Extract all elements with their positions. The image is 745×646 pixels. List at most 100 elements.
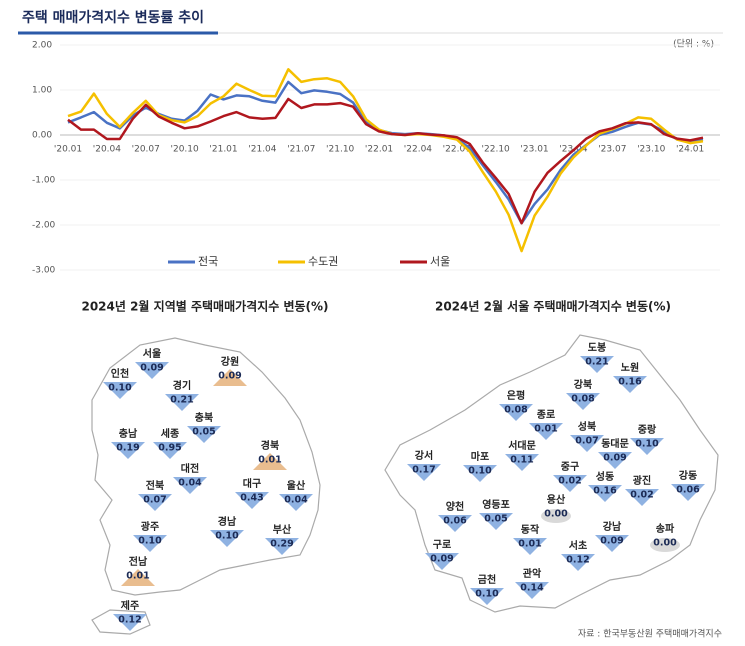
region-value: 0.43 xyxy=(240,493,263,504)
region-value: 0.16 xyxy=(618,377,642,388)
trend-marker xyxy=(650,538,680,552)
x-tick-label: '23.10 xyxy=(637,145,666,155)
region-name: 성동 xyxy=(596,470,614,483)
region-name: 금천 xyxy=(478,573,496,586)
trend-marker xyxy=(265,538,299,555)
region-value: 0.07 xyxy=(575,436,598,447)
region-name: 강북 xyxy=(574,378,592,391)
region-name: 송파 xyxy=(656,522,675,535)
x-tick-label: '21.04 xyxy=(248,145,277,155)
region-value: 0.05 xyxy=(192,427,215,438)
x-tick-label: '21.01 xyxy=(209,145,237,155)
y-tick-label: -3.00 xyxy=(32,266,56,276)
x-tick-label: '22.10 xyxy=(482,145,511,155)
legend-label: 수도권 xyxy=(308,255,338,268)
region-name: 대전 xyxy=(181,462,199,475)
region-name: 은평 xyxy=(507,389,525,402)
region-value: 0.04 xyxy=(284,495,308,506)
region-value: 0.11 xyxy=(510,455,533,466)
trend-marker xyxy=(138,494,172,511)
region-name: 서울 xyxy=(143,347,161,360)
legend-label: 전국 xyxy=(198,255,218,268)
x-tick-label: '23.01 xyxy=(520,145,548,155)
trend-marker xyxy=(463,465,497,482)
trend-marker xyxy=(553,475,587,492)
region-value: 0.17 xyxy=(412,465,435,476)
region-value: 0.06 xyxy=(443,516,467,527)
trend-marker xyxy=(613,376,647,393)
trend-marker xyxy=(588,485,622,502)
region-value: 0.09 xyxy=(430,554,453,565)
trend-marker xyxy=(253,453,287,470)
region-name: 도봉 xyxy=(588,342,606,354)
trend-marker xyxy=(213,369,247,386)
region-name: 광진 xyxy=(633,474,651,487)
region-value: 0.09 xyxy=(603,453,626,464)
trend-marker xyxy=(187,426,221,443)
region-value: 0.08 xyxy=(571,394,595,405)
line-series xyxy=(67,68,704,253)
legend-label: 서울 xyxy=(430,255,450,268)
region-name: 인천 xyxy=(111,367,129,380)
region-name: 관악 xyxy=(523,567,542,580)
y-tick-label: 1.00 xyxy=(32,86,52,96)
region-name: 영등포 xyxy=(482,498,510,511)
region-value: 0.10 xyxy=(475,589,499,600)
trend-marker xyxy=(580,356,614,373)
trend-marker xyxy=(133,535,167,552)
region-name: 강서 xyxy=(415,449,433,462)
region-value: 0.01 xyxy=(518,539,541,550)
trend-marker xyxy=(479,513,513,530)
region-value: 0.06 xyxy=(676,485,700,496)
trend-marker xyxy=(515,582,549,599)
trend-marker xyxy=(513,538,547,555)
region-name: 중랑 xyxy=(638,424,657,436)
trend-marker xyxy=(103,382,137,399)
trend-marker xyxy=(407,464,441,481)
region-name: 경남 xyxy=(218,515,237,528)
trend-marker xyxy=(165,394,199,411)
trend-marker xyxy=(566,393,600,410)
region-value: 0.05 xyxy=(484,514,507,525)
region-value: 0.10 xyxy=(468,466,492,477)
region-value: 0.10 xyxy=(138,536,162,547)
region-name: 부산 xyxy=(273,523,292,536)
trend-marker xyxy=(111,442,145,459)
region-value: 0.00 xyxy=(544,509,568,520)
trend-marker xyxy=(235,492,269,509)
region-name: 용산 xyxy=(547,493,566,506)
y-tick-label: -1.00 xyxy=(32,176,56,186)
region-value: 0.02 xyxy=(630,490,653,501)
region-value: 0.95 xyxy=(158,443,181,454)
trend-marker xyxy=(595,535,629,552)
region-name: 세종 xyxy=(161,427,179,440)
trend-marker xyxy=(505,454,539,471)
region-value: 0.12 xyxy=(566,555,589,566)
region-value: 0.00 xyxy=(653,538,677,549)
x-tick-label: '22.07 xyxy=(443,145,471,155)
x-tick-label: '21.07 xyxy=(287,145,315,155)
region-value: 0.29 xyxy=(270,539,293,550)
x-tick-label: '20.01 xyxy=(54,145,82,155)
region-name: 종로 xyxy=(537,409,555,421)
region-name: 강동 xyxy=(679,469,697,482)
region-name: 구로 xyxy=(433,539,451,551)
region-name: 충남 xyxy=(119,427,138,440)
trend-marker xyxy=(438,515,472,532)
region-value: 0.10 xyxy=(108,383,132,394)
region-name: 서대문 xyxy=(508,439,536,452)
region-value: 0.01 xyxy=(126,571,149,582)
region-value: 0.21 xyxy=(585,357,608,368)
region-name: 노원 xyxy=(621,361,639,374)
korea-map xyxy=(91,337,321,596)
region-name: 양천 xyxy=(446,500,464,513)
region-value: 0.08 xyxy=(504,405,528,416)
trend-marker xyxy=(135,362,169,379)
region-name: 울산 xyxy=(287,479,306,492)
region-name: 강원 xyxy=(221,355,239,368)
region-value: 0.10 xyxy=(635,439,659,450)
trend-marker xyxy=(425,553,459,570)
trend-marker xyxy=(630,438,664,455)
trend-marker xyxy=(671,484,705,501)
trend-marker xyxy=(541,509,571,523)
